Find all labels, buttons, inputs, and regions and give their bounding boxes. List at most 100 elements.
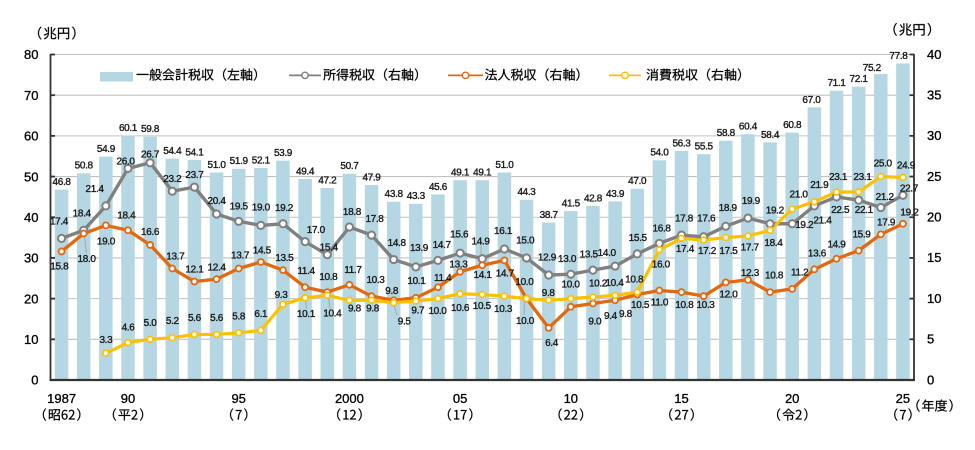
svg-text:49.1: 49.1 [473,168,492,179]
svg-text:25: 25 [896,391,910,406]
svg-text:21.9: 21.9 [810,180,829,191]
svg-text:54.0: 54.0 [650,148,669,159]
svg-text:18.4: 18.4 [117,210,136,221]
svg-text:15.6: 15.6 [450,230,469,241]
svg-text:60.1: 60.1 [119,123,138,134]
svg-text:15.8: 15.8 [50,261,69,272]
svg-text:19.2: 19.2 [275,203,294,214]
svg-text:0: 0 [31,373,38,388]
svg-text:17.4: 17.4 [50,216,69,227]
svg-text:58.4: 58.4 [761,130,780,141]
svg-text:17.6: 17.6 [697,214,716,225]
svg-text:24.9: 24.9 [897,160,916,171]
svg-text:56.3: 56.3 [672,138,691,149]
svg-text:15.4: 15.4 [320,242,339,253]
svg-text:2000: 2000 [335,391,364,406]
svg-text:26.0: 26.0 [117,156,136,167]
svg-text:18.8: 18.8 [343,207,362,218]
svg-text:11.0: 11.0 [651,297,669,308]
svg-text:9.8: 9.8 [366,304,380,315]
svg-text:17.4: 17.4 [676,244,695,255]
svg-text:49.4: 49.4 [296,166,315,177]
svg-text:41.5: 41.5 [562,199,581,210]
svg-text:10.0: 10.0 [428,306,447,317]
svg-text:13.6: 13.6 [808,248,827,259]
svg-text:35: 35 [927,88,941,103]
svg-text:47.2: 47.2 [318,175,337,186]
svg-text:20.4: 20.4 [208,196,227,207]
svg-text:13.9: 13.9 [410,243,429,254]
svg-text:9.7: 9.7 [411,305,425,316]
svg-text:21.4: 21.4 [813,216,832,227]
svg-text:16.1: 16.1 [494,226,513,237]
svg-text:47.9: 47.9 [362,173,381,184]
svg-text:14.1: 14.1 [474,270,493,281]
svg-text:19.0: 19.0 [97,236,116,247]
svg-text:21.2: 21.2 [876,192,895,203]
svg-text:10.3: 10.3 [494,304,513,315]
svg-text:80: 80 [24,47,38,62]
svg-text:44.3: 44.3 [517,187,536,198]
svg-text:14.9: 14.9 [472,236,491,247]
svg-text:12.0: 12.0 [719,290,738,301]
svg-text:17.8: 17.8 [365,214,384,225]
svg-text:53.9: 53.9 [274,148,293,159]
svg-text:23.7: 23.7 [185,170,204,181]
svg-text:18.9: 18.9 [719,203,738,214]
svg-text:51.0: 51.0 [495,160,514,171]
svg-text:22.5: 22.5 [831,205,850,216]
svg-text:54.9: 54.9 [97,144,116,155]
svg-text:23.1: 23.1 [829,172,848,183]
svg-text:5.6: 5.6 [210,313,224,324]
svg-text:1987: 1987 [47,391,76,406]
svg-text:10: 10 [927,291,941,306]
svg-text:6.4: 6.4 [545,338,559,349]
svg-text:19.5: 19.5 [230,202,249,213]
svg-text:12.4: 12.4 [208,262,227,273]
svg-text:42.8: 42.8 [584,193,603,204]
svg-text:18.4: 18.4 [764,238,783,249]
svg-text:38.7: 38.7 [540,210,559,221]
svg-text:77.8: 77.8 [889,51,908,62]
svg-text:26.7: 26.7 [141,149,160,160]
svg-text:25.0: 25.0 [874,159,893,170]
svg-text:16.0: 16.0 [652,259,671,270]
svg-text:11.7: 11.7 [344,265,362,276]
svg-text:10: 10 [564,391,578,406]
svg-text:10.8: 10.8 [765,271,784,282]
svg-text:11.4: 11.4 [434,273,452,284]
svg-text:50.7: 50.7 [340,161,359,172]
svg-text:10.6: 10.6 [451,303,470,314]
svg-text:17.9: 17.9 [877,218,896,229]
svg-text:9.0: 9.0 [588,317,602,328]
svg-text:60.8: 60.8 [783,120,802,131]
svg-text:5: 5 [927,332,934,347]
svg-text:10.0: 10.0 [515,277,534,288]
svg-text:16.8: 16.8 [653,224,672,235]
svg-text:4.6: 4.6 [122,323,136,334]
svg-text:15.0: 15.0 [516,236,535,247]
svg-text:12.9: 12.9 [538,252,557,263]
svg-text:43.8: 43.8 [385,189,404,200]
svg-text:30: 30 [927,128,941,143]
svg-text:6.1: 6.1 [254,309,268,320]
svg-text:50.8: 50.8 [75,161,94,172]
svg-text:5.8: 5.8 [232,311,246,322]
svg-text:43.3: 43.3 [407,191,426,202]
svg-text:0: 0 [927,372,934,387]
svg-text:54.1: 54.1 [185,147,204,158]
svg-text:19.2: 19.2 [900,208,919,219]
svg-text:40: 40 [927,47,941,62]
svg-text:14.7: 14.7 [433,240,452,251]
svg-text:17.2: 17.2 [698,246,717,257]
svg-text:49.1: 49.1 [451,168,470,179]
svg-text:13.7: 13.7 [166,252,185,263]
svg-text:23.2: 23.2 [163,174,182,185]
svg-text:72.1: 72.1 [850,74,869,85]
svg-text:10.1: 10.1 [297,309,316,320]
svg-text:10.0: 10.0 [516,316,535,327]
svg-text:22.7: 22.7 [900,183,919,194]
svg-text:90: 90 [121,391,135,406]
svg-text:60: 60 [24,129,38,144]
svg-text:13.0: 13.0 [558,254,577,265]
